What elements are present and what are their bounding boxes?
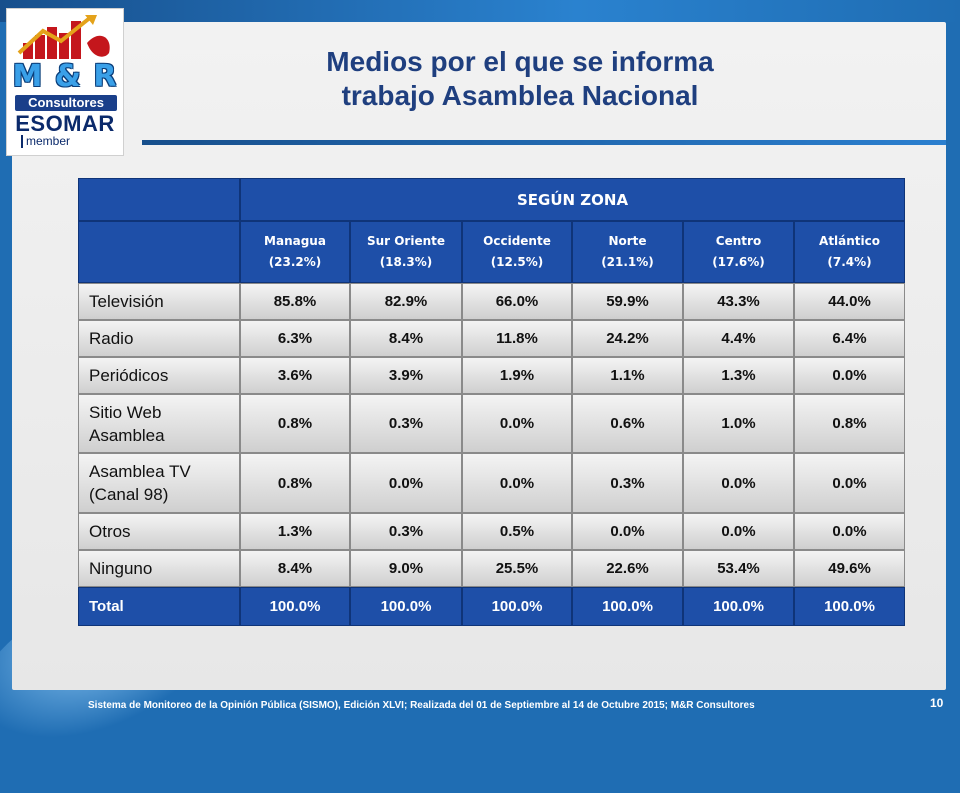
table-cell: 1.0% [683,393,794,454]
table-cell: 43.3% [683,282,794,320]
table-cell: 22.6% [572,549,683,587]
table-cell: 0.0% [794,356,906,394]
table-cell: 0.3% [572,453,683,513]
table-cell: 25.5% [462,549,572,587]
total-row: Total 100.0% 100.0% 100.0% 100.0% 100.0%… [78,586,906,626]
mr-esomar-logo: M & R Consultores ESOMAR member [6,8,124,156]
table-row: Ninguno 8.4% 9.0% 25.5% 22.6% 53.4% 49.6% [78,549,906,587]
table-cell: 1.1% [572,356,683,394]
table-cell: 85.8% [240,282,350,320]
table-cell: 49.6% [794,549,906,587]
table-cell: 0.0% [350,453,462,513]
total-cell: 100.0% [794,586,906,626]
row-label: Asamblea TV (Canal 98) [78,453,240,513]
table-row: Radio 6.3% 8.4% 11.8% 24.2% 4.4% 6.4% [78,319,906,357]
table-cell: 0.8% [794,393,906,454]
logo-member: member [21,135,70,148]
table-cell: 1.3% [240,512,350,550]
table-row: Televisión 85.8% 82.9% 66.0% 59.9% 43.3% 44.0% [78,282,906,320]
table-cell: 0.0% [794,453,906,513]
table-cell: 0.5% [462,512,572,550]
title-line-1: Medios por el que se informa [326,46,714,77]
table-cell: 0.3% [350,393,462,454]
corner-cell [78,178,240,222]
column-header: Managua (23.2%) [240,221,350,283]
row-label: Otros [78,512,240,550]
table-row: Asamblea TV (Canal 98) 0.8% 0.0% 0.0% 0.3% 0.… [78,453,906,513]
row-label: Ninguno [78,549,240,587]
top-banner-strip [0,0,960,22]
logo-brand: M & R [12,59,118,94]
column-header-row: Managua (23.2%) Sur Oriente (18.3%) Occi… [78,221,906,283]
zone-group-header: SEGÚN ZONA [240,178,906,222]
group-header-row: SEGÚN ZONA [78,178,906,222]
column-header: Centro (17.6%) [683,221,794,283]
table-cell: 0.0% [794,512,906,550]
table-cell: 9.0% [350,549,462,587]
total-cell: 100.0% [683,586,794,626]
logo-esomar: ESOMAR [15,111,115,136]
total-cell: 100.0% [462,586,572,626]
table-cell: 24.2% [572,319,683,357]
table-cell: 59.9% [572,282,683,320]
row-label-header [78,221,240,283]
title-line-2: trabajo Asamblea Nacional [341,80,699,111]
column-header: Atlántico (7.4%) [794,221,906,283]
table-cell: 0.3% [350,512,462,550]
table-row: Periódicos 3.6% 3.9% 1.9% 1.1% 1.3% 0.0% [78,356,906,394]
table-cell: 3.9% [350,356,462,394]
total-label: Total [78,586,240,626]
row-label: Sitio Web Asamblea [78,393,240,454]
table-cell: 4.4% [683,319,794,357]
footer-source-note: Sistema de Monitoreo de la Opinión Públi… [88,700,755,711]
column-header: Norte (21.1%) [572,221,683,283]
table-row: Otros 1.3% 0.3% 0.5% 0.0% 0.0% 0.0% [78,512,906,550]
table-cell: 82.9% [350,282,462,320]
slide-title: Medios por el que se informa trabajo Asa… [150,45,890,113]
table-cell: 11.8% [462,319,572,357]
row-label: Radio [78,319,240,357]
title-underline [142,140,946,145]
table-cell: 44.0% [794,282,906,320]
total-cell: 100.0% [350,586,462,626]
row-label: Televisión [78,282,240,320]
table-cell: 8.4% [240,549,350,587]
row-label: Periódicos [78,356,240,394]
logo-consultores: Consultores [15,95,117,111]
table-cell: 1.9% [462,356,572,394]
table-cell: 0.8% [240,453,350,513]
table-cell: 0.0% [572,512,683,550]
table-row: Sitio Web Asamblea 0.8% 0.3% 0.0% 0.6% 1.0% 0.… [78,393,906,454]
total-cell: 100.0% [572,586,683,626]
table-cell: 0.6% [572,393,683,454]
table-cell: 0.0% [683,512,794,550]
media-by-zone-table: SEGÚN ZONA Managua (23.2%) Sur Oriente (… [78,178,906,626]
table-cell: 3.6% [240,356,350,394]
page-number: 10 [930,696,944,710]
table-cell: 53.4% [683,549,794,587]
total-cell: 100.0% [240,586,350,626]
column-header: Sur Oriente (18.3%) [350,221,462,283]
table-cell: 0.0% [462,393,572,454]
table-cell: 0.0% [462,453,572,513]
logo-chart-graphic [17,15,110,59]
table-cell: 6.3% [240,319,350,357]
table-cell: 6.4% [794,319,906,357]
table-cell: 66.0% [462,282,572,320]
table-cell: 0.0% [683,453,794,513]
table-cell: 1.3% [683,356,794,394]
table-cell: 8.4% [350,319,462,357]
column-header: Occidente (12.5%) [462,221,572,283]
table-cell: 0.8% [240,393,350,454]
